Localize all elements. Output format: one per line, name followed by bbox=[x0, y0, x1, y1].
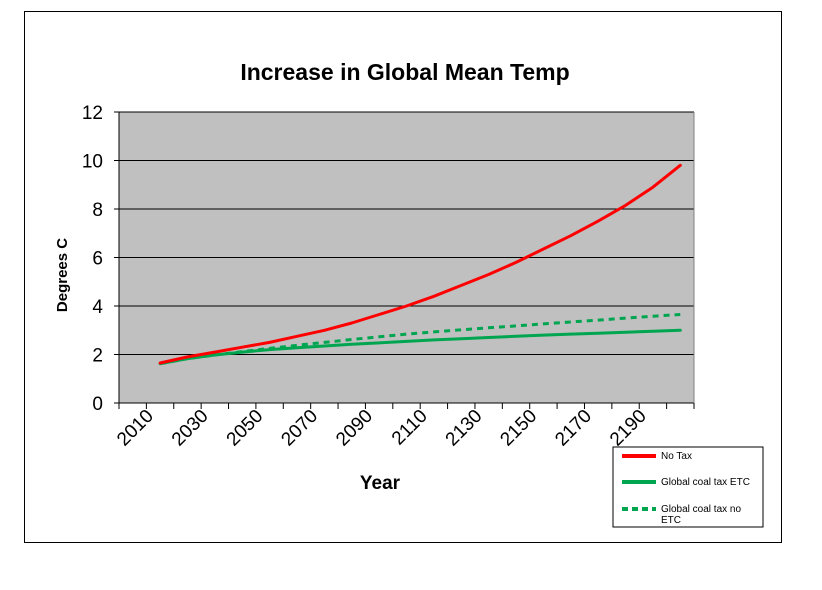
y-axis-title: Degrees C bbox=[54, 238, 71, 312]
x-tick-label: 2070 bbox=[277, 406, 322, 451]
y-tick-label: 12 bbox=[82, 103, 103, 124]
chart-title: Increase in Global Mean Temp bbox=[240, 59, 569, 85]
x-axis-ticks: 2010 2030 2050 2070 2090 2110 2130 2150 2170 2190 bbox=[113, 403, 695, 451]
series-line bbox=[158, 328, 682, 366]
series-line bbox=[158, 163, 682, 365]
x-tick-label: 2110 bbox=[388, 406, 432, 450]
x-tick-label: 2150 bbox=[497, 406, 542, 451]
x-tick-label: 2190 bbox=[606, 406, 651, 451]
x-tick-label: 2030 bbox=[168, 406, 213, 451]
series-lines bbox=[158, 163, 682, 366]
x-tick-label: 2130 bbox=[442, 406, 487, 451]
x-tick-label: 2050 bbox=[223, 406, 268, 451]
y-tick-label: 10 bbox=[82, 152, 103, 173]
legend-box bbox=[612, 446, 764, 528]
legend-label: Global coal tax ETC bbox=[661, 477, 750, 488]
y-tick-label: 6 bbox=[92, 249, 103, 270]
y-axis-ticks: 0 2 4 6 8 10 12 bbox=[82, 103, 119, 415]
y-tick-label: 8 bbox=[92, 200, 103, 221]
legend-label: No Tax bbox=[661, 451, 692, 462]
legend-label: Global coal tax no ETC bbox=[661, 504, 741, 526]
y-tick-label: 4 bbox=[92, 297, 103, 318]
y-tick-label: 2 bbox=[92, 346, 103, 367]
x-tick-label: 2010 bbox=[113, 406, 158, 451]
y-tick-label: 0 bbox=[92, 394, 103, 415]
legend: No Tax Global coal tax ETC Global coal tax… bbox=[612, 446, 764, 528]
x-tick-label: 2090 bbox=[332, 406, 377, 451]
x-tick-label: 2170 bbox=[551, 406, 596, 451]
x-axis-title: Year bbox=[360, 473, 401, 494]
